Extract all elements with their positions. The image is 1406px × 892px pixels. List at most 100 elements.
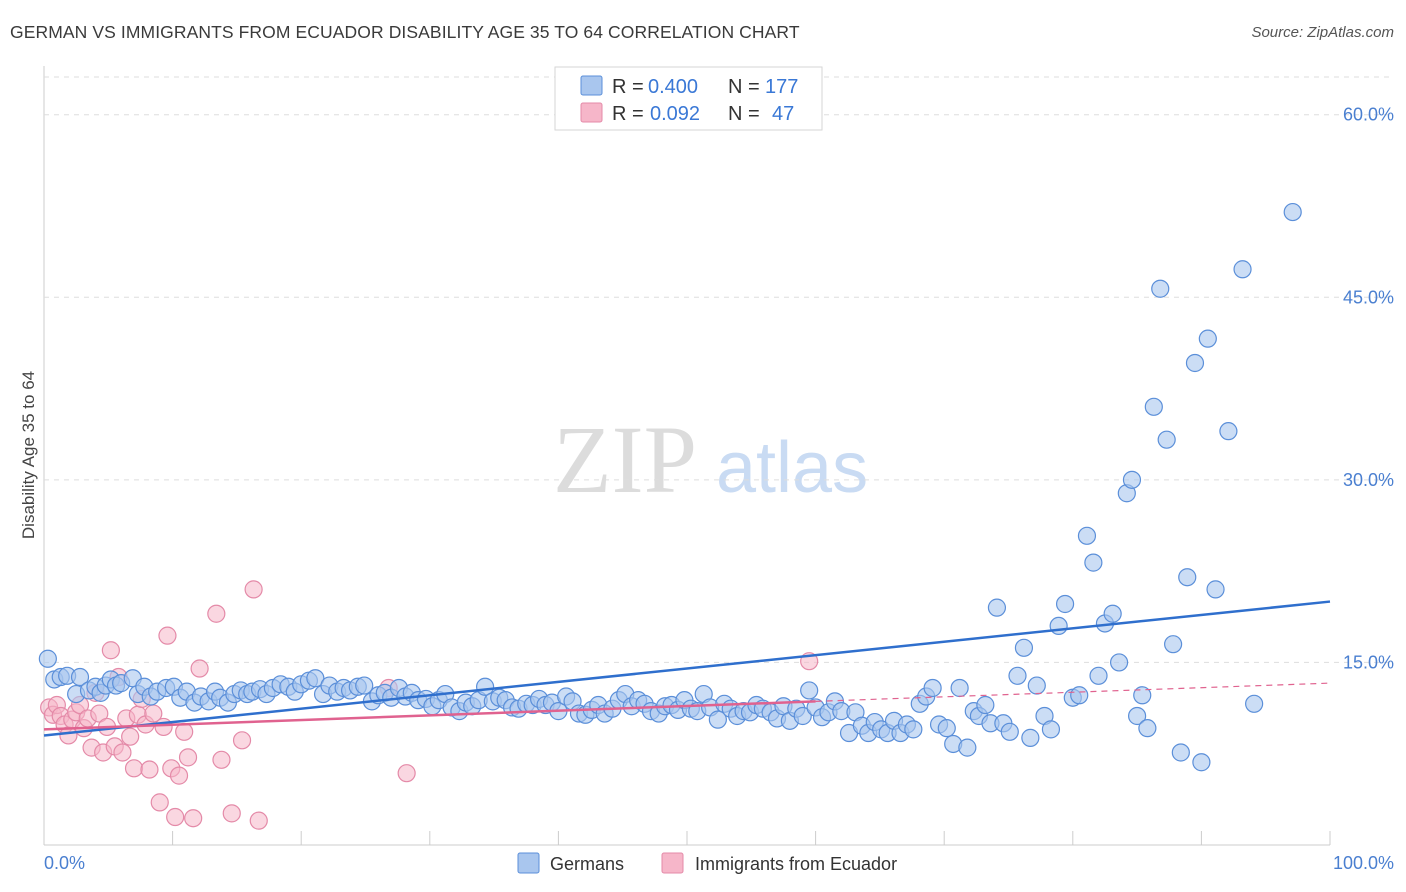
point-germans [1103, 604, 1122, 623]
point-germans [355, 676, 374, 695]
trend-line-germans [43, 600, 1331, 737]
watermark-atlas: atlas [716, 428, 868, 508]
point-ecuador [154, 717, 173, 737]
trend-line-ecuador-extension [815, 682, 1331, 702]
point-ecuador [101, 641, 120, 660]
point-ecuador [232, 731, 252, 750]
point-germans [306, 669, 325, 688]
point-germans [793, 706, 812, 726]
point-germans [1164, 635, 1183, 654]
point-germans [708, 710, 727, 729]
legend: R = 0.400 N = 177 R = 0.092 N = 47 [554, 66, 823, 131]
point-germans [1192, 753, 1211, 772]
point-germans [904, 720, 923, 739]
x-ticks [43, 831, 1331, 845]
point-germans [1021, 728, 1040, 747]
point-germans [70, 667, 90, 687]
point-ecuador [150, 793, 169, 812]
y-tick-label: 45.0% [1343, 287, 1394, 307]
y-axis-label: Disability Age 35 to 64 [19, 371, 38, 539]
legend-r-value-ecuador: 0.092 [650, 103, 700, 125]
point-germans [1151, 279, 1170, 298]
point-ecuador [249, 811, 268, 830]
legend-r-value-germans: 0.400 [648, 76, 698, 98]
legend-n-value-ecuador: 47 [772, 103, 794, 125]
point-ecuador [121, 727, 140, 746]
point-germans [958, 738, 977, 757]
point-ecuador [169, 766, 189, 785]
point-germans [1127, 706, 1147, 726]
point-ecuador [178, 748, 198, 767]
point-germans [1027, 676, 1046, 695]
point-germans [1178, 568, 1197, 587]
point-ecuador [175, 722, 194, 741]
y-tick-label: 15.0% [1343, 652, 1394, 672]
point-germans [1008, 666, 1027, 685]
point-germans [1055, 594, 1075, 614]
x-tick-label-100: 100.0% [1333, 853, 1394, 873]
point-germans [1233, 260, 1252, 279]
point-germans [1000, 722, 1019, 741]
point-ecuador [190, 659, 209, 678]
trend-line-ecuador [43, 700, 816, 731]
point-ecuador [166, 807, 185, 827]
point-ecuador [158, 626, 177, 645]
point-germans [1185, 353, 1205, 373]
series-germans-points [38, 202, 1302, 772]
series-ecuador-points [40, 580, 819, 830]
point-germans [923, 678, 942, 698]
point-ecuador [90, 704, 109, 723]
point-germans [1089, 666, 1108, 685]
point-germans [937, 719, 956, 738]
point-ecuador [207, 604, 226, 623]
point-germans [1122, 470, 1142, 489]
point-germans [1133, 686, 1152, 705]
point-germans [1157, 430, 1176, 449]
point-ecuador [184, 809, 203, 828]
y-tick-label: 60.0% [1343, 105, 1394, 125]
point-ecuador [397, 764, 416, 783]
point-germans [1084, 553, 1103, 572]
bottom-legend-label-ecuador: Immigrants from Ecuador [695, 854, 897, 874]
chart-source: Source: ZipAtlas.com [1251, 24, 1394, 41]
point-germans [1041, 720, 1061, 739]
x-tick-label-0: 0.0% [44, 853, 85, 873]
legend-n-label-ecuador: N = [728, 103, 760, 125]
point-germans [1138, 719, 1157, 738]
bottom-legend-swatch-ecuador [661, 852, 684, 874]
point-germans [976, 695, 995, 715]
point-germans [1014, 638, 1034, 657]
point-germans [1171, 743, 1190, 762]
point-ecuador [113, 743, 132, 762]
watermark-zip: ZIP [553, 406, 697, 513]
bottom-legend-swatch-germans [517, 852, 540, 874]
point-germans [1206, 580, 1225, 599]
point-germans [950, 678, 969, 698]
point-ecuador [140, 760, 159, 779]
bottom-legend: Germans Immigrants from Ecuador [517, 852, 897, 874]
legend-swatch-ecuador [580, 102, 603, 123]
point-germans [1219, 422, 1238, 441]
point-ecuador [244, 580, 263, 599]
legend-swatch-germans [580, 75, 603, 96]
chart-title: GERMAN VS IMMIGRANTS FROM ECUADOR DISABI… [10, 22, 800, 42]
point-ecuador [212, 750, 231, 769]
point-germans [1245, 694, 1264, 713]
legend-n-value-germans: 177 [765, 76, 798, 98]
point-germans [1070, 686, 1089, 705]
legend-r-label-germans: R = [612, 76, 644, 98]
trend-lines [43, 600, 1331, 737]
point-germans [987, 598, 1007, 617]
point-germans [1109, 653, 1129, 672]
point-germans [1077, 526, 1097, 545]
point-germans [800, 681, 819, 700]
legend-n-label-germans: N = [728, 76, 760, 98]
point-germans [1049, 616, 1068, 636]
y-tick-label: 30.0% [1343, 470, 1394, 490]
y-tick-labels: 15.0% 30.0% 45.0% 60.0% [1343, 105, 1394, 673]
point-germans [1283, 202, 1302, 222]
point-ecuador [222, 804, 241, 823]
legend-r-label-ecuador: R = [612, 103, 644, 125]
point-germans [1198, 329, 1217, 348]
